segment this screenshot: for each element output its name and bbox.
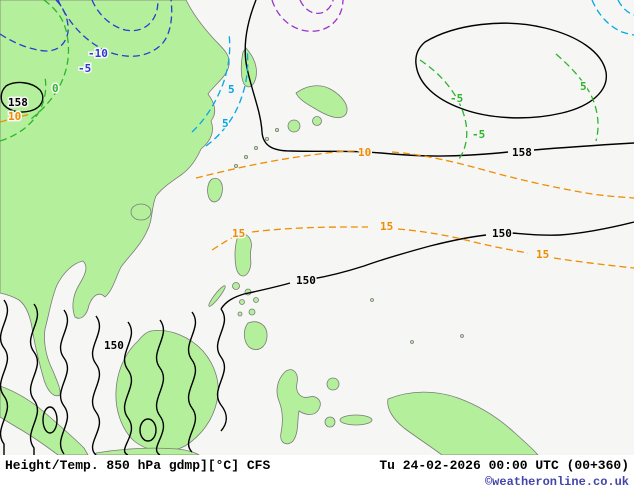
contour-label--5: -5 <box>78 62 91 75</box>
landmass-java <box>95 447 200 455</box>
landmass-new-guinea <box>387 391 539 455</box>
landmass-mindanao <box>243 321 268 350</box>
temp-contours-0-minus5 <box>0 0 599 160</box>
temp-contours-cold-core <box>271 0 344 32</box>
height-contour-ne-cell <box>415 22 607 119</box>
landmass-mindoro <box>232 282 240 290</box>
caption-bar: Height/Temp. 850 hPa gdmp][°C] CFS Tu 24… <box>0 455 634 490</box>
height-contour-150-main <box>220 221 634 310</box>
height-contours <box>0 0 634 455</box>
contour-label-15: 15 <box>536 248 549 261</box>
contour-label-5: 5 <box>580 80 587 93</box>
landmass-sulawesi <box>276 369 321 445</box>
landmass-hainan <box>130 203 152 221</box>
height-contour-158-nw-cell <box>0 81 44 113</box>
temp-contours-minus10 <box>0 0 173 57</box>
temp-contours-10-15 <box>0 113 634 269</box>
height-contours-sw-field <box>0 299 227 455</box>
contour-label-158: 158 <box>512 146 532 159</box>
contour-label--5: -5 <box>450 92 463 105</box>
ryukyu-islands <box>233 127 279 168</box>
weather-map: 158 -10 -5 0 10 5 5 -5 -5 5 158 10 15 15 15 150 150 150 <box>0 0 634 455</box>
contour-label-158: 158 <box>8 96 28 109</box>
landmass-luzon <box>234 233 252 277</box>
map-datetime: Tu 24-02-2026 00:00 UTC (00+360) <box>379 458 629 473</box>
contour-label-150: 150 <box>104 339 124 352</box>
landmass-halmahera <box>326 377 340 391</box>
landmass-shikoku <box>312 116 322 126</box>
landmass-palawan <box>208 285 226 307</box>
caption-right: Tu 24-02-2026 00:00 UTC (00+360) ©weathe… <box>379 458 629 489</box>
landmass-asia-mainland <box>0 0 230 397</box>
contour-label-0: 0 <box>52 82 59 95</box>
contour-label-15: 15 <box>380 220 393 233</box>
contour-label-5: 5 <box>228 83 235 96</box>
contour-label-15: 15 <box>232 227 245 240</box>
pacific-islets <box>370 298 464 344</box>
credit-link[interactable]: ©weatheronline.co.uk <box>484 475 629 489</box>
landmass-buru <box>324 416 336 428</box>
landmass-kyushu <box>287 119 301 133</box>
map-title: Height/Temp. 850 hPa gdmp][°C] CFS <box>5 458 271 473</box>
landmass-taiwan <box>207 177 223 203</box>
landmass-seram <box>339 414 373 426</box>
landmass-sumatra <box>0 385 89 455</box>
contour-label-150: 150 <box>296 274 316 287</box>
contour-label-150: 150 <box>492 227 512 240</box>
contour-label-5: 5 <box>222 117 229 130</box>
contour-label--5: -5 <box>472 128 485 141</box>
temp-contours-5 <box>191 0 634 147</box>
landmass-japan-honshu <box>295 85 348 119</box>
contour-label-10: 10 <box>358 146 371 159</box>
contour-label-10: 10 <box>8 110 21 123</box>
contour-label--10: -10 <box>88 47 108 60</box>
